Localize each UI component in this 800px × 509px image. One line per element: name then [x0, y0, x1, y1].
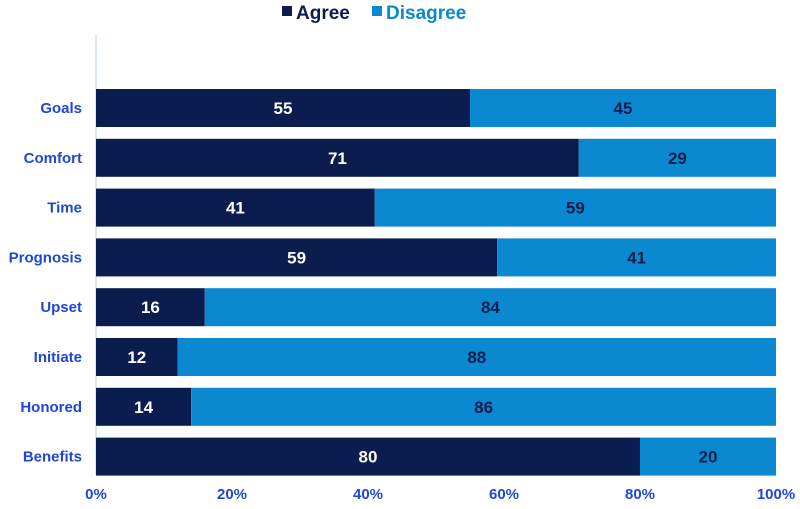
legend-swatch-agree	[282, 6, 292, 16]
category-label-initiate: Initiate	[34, 349, 82, 366]
category-label-honored: Honored	[20, 399, 82, 416]
bar-agree-honored	[96, 387, 192, 426]
category-label-comfort: Comfort	[24, 150, 82, 167]
bar-disagree-goals	[470, 89, 776, 127]
category-label-benefits: Benefits	[23, 449, 82, 466]
data-label-agree-comfort: 71	[328, 149, 347, 168]
x-tick-label: 60%	[489, 486, 519, 503]
bar-agree-time	[96, 188, 375, 227]
category-label-time: Time	[47, 200, 82, 217]
data-label-disagree-goals: 45	[614, 99, 633, 118]
bar-disagree-upset	[204, 288, 777, 327]
bar-agree-goals	[96, 89, 470, 127]
legend-label-disagree: Disagree	[386, 3, 466, 24]
bar-agree-upset	[96, 288, 205, 327]
category-label-prognosis: Prognosis	[9, 249, 82, 266]
data-label-disagree-benefits: 20	[699, 448, 718, 467]
data-label-disagree-time: 59	[566, 199, 585, 218]
data-label-disagree-upset: 84	[481, 298, 500, 317]
bar-disagree-time	[374, 188, 776, 227]
data-label-disagree-comfort: 29	[668, 149, 687, 168]
data-label-agree-time: 41	[226, 199, 245, 218]
bar-disagree-comfort	[578, 138, 776, 177]
bar-agree-benefits	[96, 437, 640, 476]
bar-agree-prognosis	[96, 238, 498, 277]
data-label-disagree-prognosis: 41	[627, 248, 646, 267]
bar-disagree-prognosis	[497, 238, 776, 277]
x-tick-label: 20%	[217, 486, 247, 503]
category-label-upset: Upset	[40, 299, 82, 316]
data-label-disagree-initiate: 88	[467, 348, 486, 367]
data-label-agree-prognosis: 59	[287, 248, 306, 267]
data-label-agree-benefits: 80	[359, 448, 378, 467]
data-label-agree-upset: 16	[141, 298, 160, 317]
x-tick-label: 80%	[625, 486, 655, 503]
bar-agree-initiate	[96, 338, 178, 376]
bar-disagree-honored	[191, 387, 776, 426]
category-label-goals: Goals	[40, 100, 82, 117]
data-label-agree-honored: 14	[134, 398, 153, 417]
bar-disagree-benefits	[640, 437, 776, 476]
data-label-disagree-honored: 86	[474, 398, 493, 417]
x-tick-label: 40%	[353, 486, 383, 503]
data-label-agree-goals: 55	[274, 99, 293, 118]
data-label-agree-initiate: 12	[127, 348, 146, 367]
bar-agree-comfort	[96, 138, 579, 177]
x-tick-label: 100%	[757, 486, 795, 503]
bar-disagree-initiate	[177, 338, 777, 376]
x-tick-label: 0%	[85, 486, 107, 503]
legend-swatch-disagree	[372, 6, 382, 16]
legend-label-agree: Agree	[296, 3, 350, 24]
